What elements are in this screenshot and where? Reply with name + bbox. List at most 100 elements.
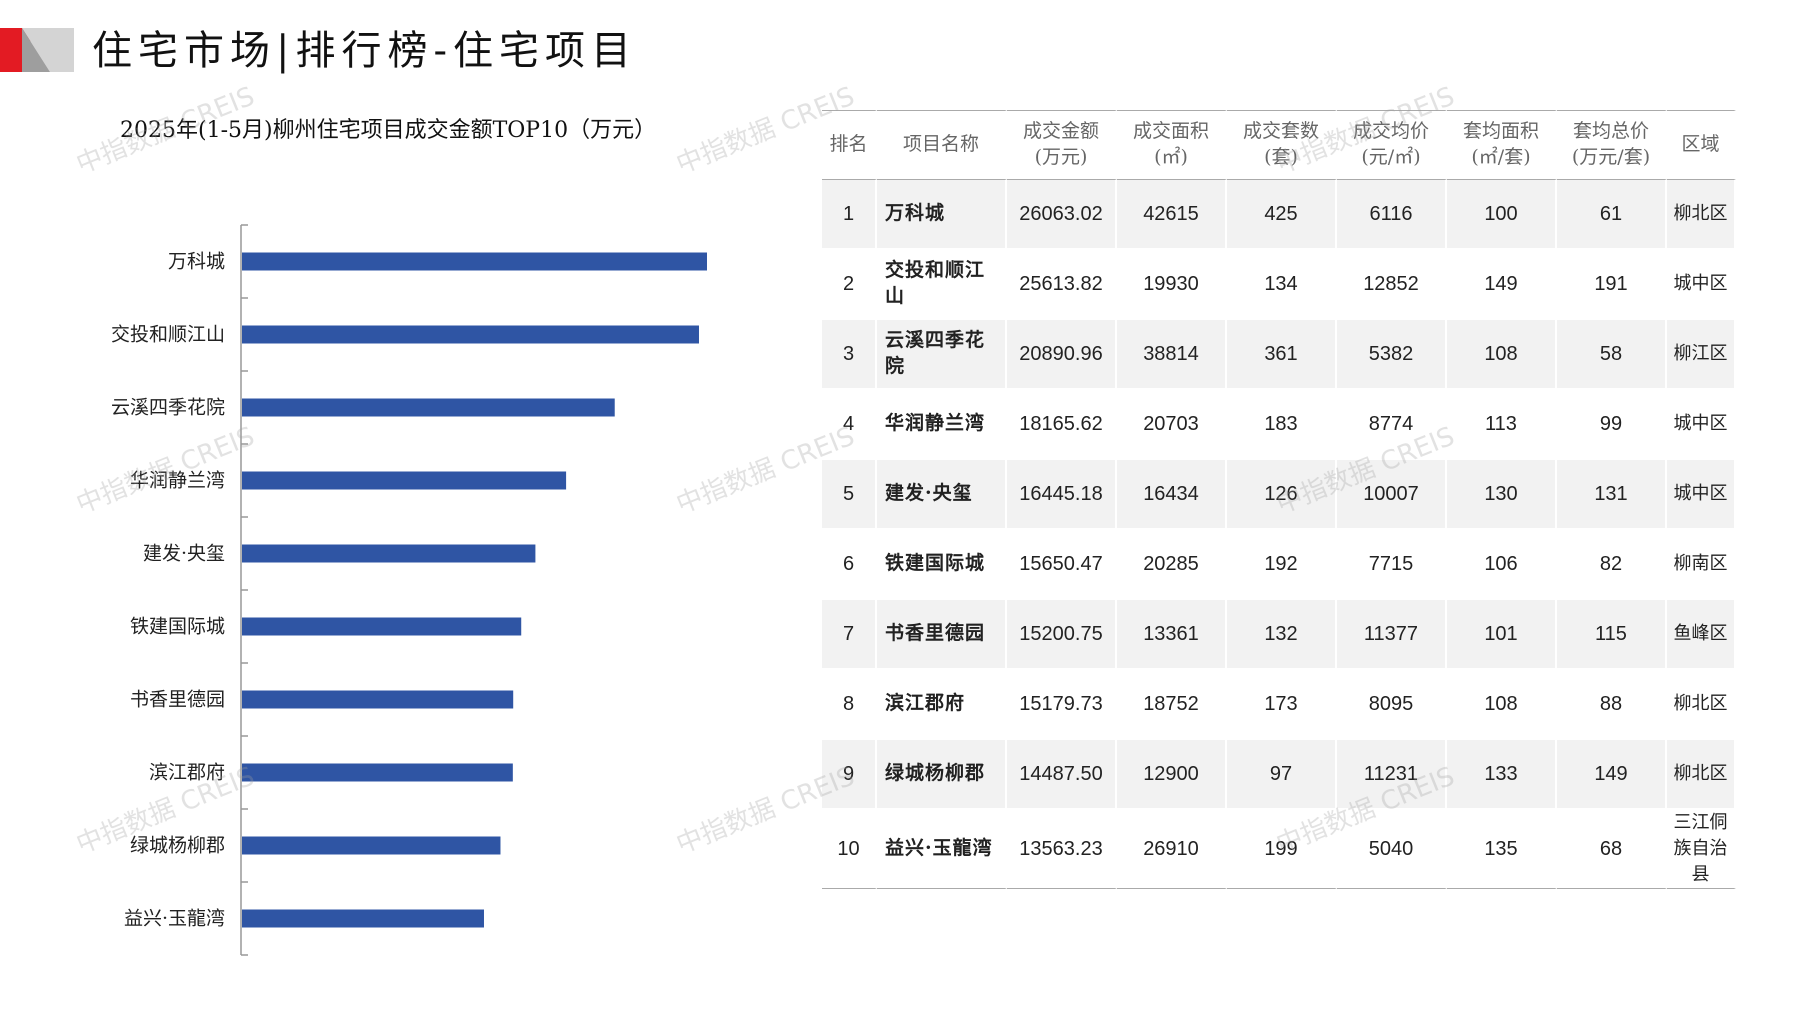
header-text: 成交面积 bbox=[1132, 120, 1209, 143]
table-cell: 7715 bbox=[1337, 530, 1447, 600]
table-row: 6 铁建国际城 15650.47 20285 192 7715 106 82 柳南区 bbox=[822, 530, 1736, 600]
table-cell: 柳北区 bbox=[1667, 180, 1736, 250]
table-cell: 鱼峰区 bbox=[1667, 600, 1736, 670]
table-row: 10 益兴·玉龍湾 13563.23 26910 199 5040 135 68 三江侗族自治县 bbox=[822, 810, 1736, 890]
bar bbox=[242, 544, 536, 563]
header-text: 成交均价 bbox=[1352, 120, 1429, 143]
header-text: (套) bbox=[1264, 146, 1298, 168]
table-cell: 99 bbox=[1557, 390, 1667, 460]
table-cell: 15650.47 bbox=[1007, 530, 1117, 600]
table-cell: 425 bbox=[1227, 180, 1337, 250]
table-cell: 9 bbox=[822, 740, 877, 810]
table-cell: 柳北区 bbox=[1667, 740, 1736, 810]
table-cell: 18165.62 bbox=[1007, 390, 1117, 460]
table-cell: 135 bbox=[1447, 810, 1557, 890]
header-cell: 成交均价 (元/㎡) bbox=[1337, 110, 1447, 180]
table-cell: 199 bbox=[1227, 810, 1337, 890]
table-row: 1 万科城 26063.02 42615 425 6116 100 61 柳北区 bbox=[822, 180, 1736, 250]
table-cell: 113 bbox=[1447, 390, 1557, 460]
table-cell: 15179.73 bbox=[1007, 670, 1117, 740]
table-cell: 134 bbox=[1227, 250, 1337, 320]
header-text: (万元/套) bbox=[1571, 146, 1651, 168]
table-cell: 101 bbox=[1447, 600, 1557, 670]
bar bbox=[242, 398, 615, 417]
table-cell: 18752 bbox=[1117, 670, 1227, 740]
table-cell: 12900 bbox=[1117, 740, 1227, 810]
category-label: 书香里德园 bbox=[130, 689, 225, 711]
table-cell: 20890.96 bbox=[1007, 320, 1117, 390]
table-cell: 7 bbox=[822, 600, 877, 670]
table-cell: 2 bbox=[822, 250, 877, 320]
table-cell: 191 bbox=[1557, 250, 1667, 320]
page-title: 住宅市场|排行榜-住宅项目 bbox=[92, 28, 637, 74]
bar bbox=[242, 471, 567, 490]
table-cell: 13361 bbox=[1117, 600, 1227, 670]
table-cell: 26910 bbox=[1117, 810, 1227, 890]
table-cell: 149 bbox=[1447, 250, 1557, 320]
bar-chart: 万科城交投和顺江山云溪四季花院华润静兰湾建发·央玺铁建国际城书香里德园滨江郡府绿… bbox=[111, 224, 707, 956]
table-row: 5 建发·央玺 16445.18 16434 126 10007 130 131 城中区 bbox=[822, 460, 1736, 530]
table-cell: 100 bbox=[1447, 180, 1557, 250]
table-row: 8 滨江郡府 15179.73 18752 173 8095 108 88 柳北区 bbox=[822, 670, 1736, 740]
table-cell: 149 bbox=[1557, 740, 1667, 810]
bar bbox=[242, 690, 514, 709]
table-cell: 192 bbox=[1227, 530, 1337, 600]
bar bbox=[242, 909, 484, 928]
table-row: 9 绿城杨柳郡 14487.50 12900 97 11231 133 149 柳北区 bbox=[822, 740, 1736, 810]
table-cell: 132 bbox=[1227, 600, 1337, 670]
table-cell: 交投和顺江山 bbox=[877, 250, 1007, 320]
table-cell: 108 bbox=[1447, 670, 1557, 740]
category-label: 云溪四季花院 bbox=[111, 397, 225, 419]
table-cell: 108 bbox=[1447, 320, 1557, 390]
table-row: 7 书香里德园 15200.75 13361 132 11377 101 115 鱼峰区 bbox=[822, 600, 1736, 670]
table-cell: 10007 bbox=[1337, 460, 1447, 530]
table-cell: 42615 bbox=[1117, 180, 1227, 250]
table-cell: 15200.75 bbox=[1007, 600, 1117, 670]
header-text: 套均面积 bbox=[1462, 120, 1539, 143]
table-cell: 58 bbox=[1557, 320, 1667, 390]
category-label: 万科城 bbox=[168, 251, 225, 273]
header-cell: 区域 bbox=[1667, 110, 1736, 180]
table-cell: 19930 bbox=[1117, 250, 1227, 320]
ranking-table: 排名 项目名称 成交金额 (万元) 成交面积 (㎡) 成交套数 (套) 成交均价 (元/㎡) 套均面… bbox=[822, 110, 1736, 890]
table-cell: 12852 bbox=[1337, 250, 1447, 320]
table-cell: 云溪四季花院 bbox=[877, 320, 1007, 390]
table-cell: 14487.50 bbox=[1007, 740, 1117, 810]
header-cell: 成交面积 (㎡) bbox=[1117, 110, 1227, 180]
table-cell: 柳南区 bbox=[1667, 530, 1736, 600]
table-cell: 4 bbox=[822, 390, 877, 460]
table-cell: 10 bbox=[822, 810, 877, 890]
table-cell: 115 bbox=[1557, 600, 1667, 670]
table-cell: 滨江郡府 bbox=[877, 670, 1007, 740]
bar bbox=[242, 252, 707, 271]
table-cell: 书香里德园 bbox=[877, 600, 1007, 670]
table-header-row: 排名 项目名称 成交金额 (万元) 成交面积 (㎡) 成交套数 (套) 成交均价 (元/㎡) 套均面… bbox=[822, 110, 1736, 180]
table-cell: 97 bbox=[1227, 740, 1337, 810]
header-text: 套均总价 bbox=[1572, 120, 1649, 143]
table-cell: 13563.23 bbox=[1007, 810, 1117, 890]
bar bbox=[242, 617, 522, 636]
table-cell: 61 bbox=[1557, 180, 1667, 250]
table-cell: 361 bbox=[1227, 320, 1337, 390]
table-cell: 华润静兰湾 bbox=[877, 390, 1007, 460]
table-body: 1 万科城 26063.02 42615 425 6116 100 61 柳北区 2 交投和顺江山 2… bbox=[822, 180, 1736, 890]
table-cell: 11231 bbox=[1337, 740, 1447, 810]
header-text: (㎡) bbox=[1154, 146, 1188, 168]
table-cell: 16434 bbox=[1117, 460, 1227, 530]
table-cell: 26063.02 bbox=[1007, 180, 1117, 250]
header-text: 项目名称 bbox=[902, 133, 979, 156]
header-text: (元/㎡) bbox=[1361, 146, 1421, 168]
table-cell: 8095 bbox=[1337, 670, 1447, 740]
table-cell: 126 bbox=[1227, 460, 1337, 530]
table-cell: 16445.18 bbox=[1007, 460, 1117, 530]
table-cell: 三江侗族自治县 bbox=[1667, 810, 1736, 890]
table-cell: 38814 bbox=[1117, 320, 1227, 390]
table-cell: 25613.82 bbox=[1007, 250, 1117, 320]
category-label: 益兴·玉龍湾 bbox=[124, 908, 225, 930]
table-cell: 8 bbox=[822, 670, 877, 740]
category-label: 交投和顺江山 bbox=[111, 324, 225, 346]
table-cell: 20703 bbox=[1117, 390, 1227, 460]
table-cell: 106 bbox=[1447, 530, 1557, 600]
table-cell: 城中区 bbox=[1667, 460, 1736, 530]
bar bbox=[242, 836, 501, 855]
